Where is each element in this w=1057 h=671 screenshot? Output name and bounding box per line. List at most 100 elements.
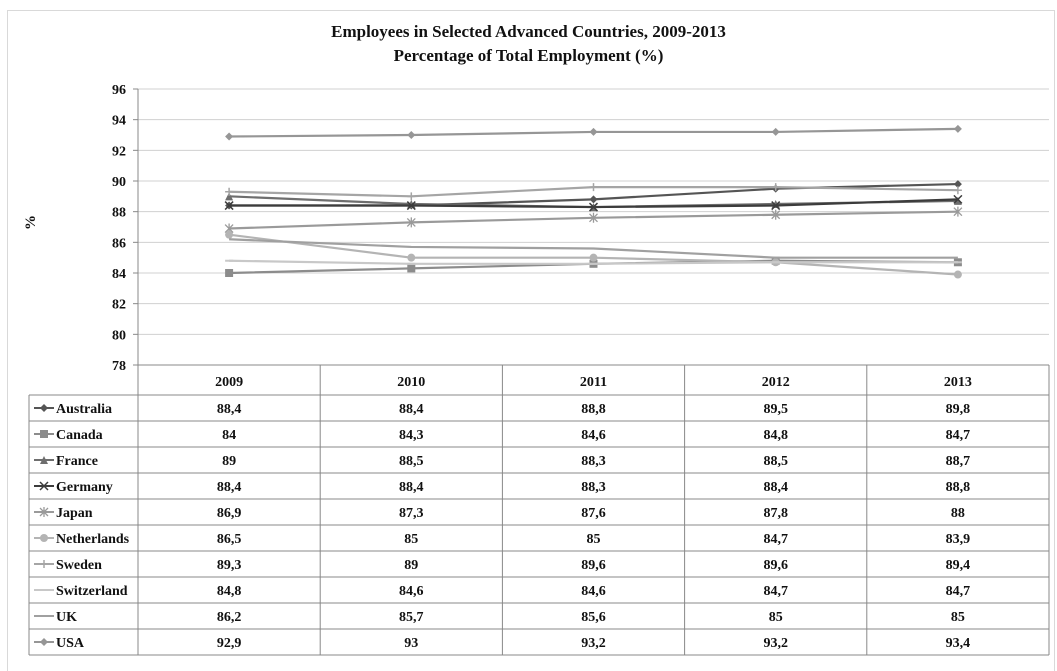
table-cell-value: 86,9 [217, 506, 242, 521]
table-cell-value: 88,4 [217, 480, 242, 495]
table-cell-value: 85 [404, 532, 418, 547]
legend-series-name: Australia [56, 402, 112, 417]
legend-series-name: Germany [56, 480, 113, 495]
table-cell-value: 84,7 [946, 428, 971, 443]
legend-series-name: Netherlands [56, 532, 130, 547]
x-category-label: 2011 [580, 375, 607, 390]
data-point [407, 264, 415, 272]
table-cell-value: 84,7 [763, 532, 788, 547]
table-cell-value: 87,6 [581, 506, 606, 521]
table-cell-value: 84,6 [581, 584, 606, 599]
table-cell-value: 93,2 [763, 636, 788, 651]
x-category-label: 2010 [397, 375, 425, 390]
data-point [225, 188, 233, 196]
data-point [225, 231, 233, 239]
table-cell-value: 84 [222, 428, 236, 443]
legend-series-name: Canada [56, 428, 103, 443]
table-cell-value: 87,8 [763, 506, 788, 521]
legend-key-marker [40, 430, 48, 438]
table-cell-value: 85 [769, 610, 783, 625]
table-cell-value: 86,2 [217, 610, 242, 625]
y-tick-label: 94 [112, 114, 126, 129]
table-cell-value: 88 [951, 506, 965, 521]
data-point [772, 128, 780, 136]
y-tick-label: 88 [112, 206, 126, 221]
legend-series-name: Japan [56, 506, 93, 521]
table-cell-value: 85,6 [581, 610, 606, 625]
data-point [407, 131, 415, 139]
legend-key-marker [40, 638, 48, 646]
table-cell-value: 88,4 [399, 402, 424, 417]
table-cell-value: 89,5 [763, 402, 788, 417]
table-cell-value: 88,8 [946, 480, 971, 495]
table-cell-value: 84,6 [581, 428, 606, 443]
y-tick-label: 78 [112, 359, 126, 374]
y-tick-label: 86 [112, 236, 126, 251]
table-cell-value: 89,6 [763, 558, 788, 573]
table-cell-value: 89 [222, 454, 236, 469]
data-point [225, 269, 233, 277]
legend-key-marker [40, 534, 48, 542]
data-point [954, 271, 962, 279]
y-tick-label: 92 [112, 144, 126, 159]
table-cell-value: 89,4 [946, 558, 971, 573]
table-cell-value: 88,3 [581, 480, 606, 495]
data-point [407, 254, 415, 262]
table-cell-value: 84,6 [399, 584, 424, 599]
table-cell-value: 88,5 [399, 454, 424, 469]
y-tick-label: 96 [112, 83, 126, 98]
table-cell-value: 87,3 [399, 506, 424, 521]
table-cell-value: 93,2 [581, 636, 606, 651]
table-cell-value: 92,9 [217, 636, 242, 651]
table-cell-value: 83,9 [946, 532, 971, 547]
legend-key-marker [40, 560, 48, 568]
table-cell-value: 93,4 [946, 636, 971, 651]
table-cell-value: 85,7 [399, 610, 424, 625]
x-category-label: 2012 [762, 375, 790, 390]
data-point [954, 186, 962, 194]
legend-key-marker [40, 404, 48, 412]
y-tick-label: 90 [112, 175, 126, 190]
data-point [590, 195, 598, 203]
table-cell-value: 89,8 [946, 402, 971, 417]
legend-series-name: Switzerland [56, 584, 128, 599]
x-category-label: 2013 [944, 375, 972, 390]
data-point [407, 192, 415, 200]
table-row: Japan 86,9 87,3 87,6 87,8 88 [34, 506, 965, 521]
data-point [225, 133, 233, 141]
table-cell-value: 89,3 [217, 558, 242, 573]
table-cell-value: 88,8 [581, 402, 606, 417]
table-cell-value: 88,5 [763, 454, 788, 469]
table-cell-value: 84,8 [217, 584, 242, 599]
table-cell-value: 84,8 [763, 428, 788, 443]
legend-series-name: USA [56, 636, 85, 651]
table-row: UK 86,2 85,7 85,6 85 85 [34, 610, 965, 625]
y-tick-label: 80 [112, 328, 126, 343]
table-cell-value: 89,6 [581, 558, 606, 573]
y-tick-label: 84 [112, 267, 126, 282]
table-cell-value: 88,4 [399, 480, 424, 495]
table-cell-value: 84,3 [399, 428, 424, 443]
legend-series-name: Sweden [56, 558, 102, 573]
table-cell-value: 89 [404, 558, 418, 573]
table-cell-value: 86,5 [217, 532, 242, 547]
table-cell-value: 85 [951, 610, 965, 625]
data-point [954, 125, 962, 133]
legend-series-name: UK [56, 610, 77, 625]
table-cell-value: 88,7 [946, 454, 971, 469]
table-cell-value: 85 [587, 532, 601, 547]
table-cell-value: 84,7 [946, 584, 971, 599]
series-usa [225, 125, 962, 141]
x-category-label: 2009 [215, 375, 243, 390]
y-tick-label: 82 [112, 298, 126, 313]
data-point [590, 183, 598, 191]
table-cell-value: 88,4 [763, 480, 788, 495]
table-cell-value: 84,7 [763, 584, 788, 599]
legend-series-name: France [56, 454, 98, 469]
table-cell-value: 88,4 [217, 402, 242, 417]
table-cell-value: 88,3 [581, 454, 606, 469]
table-cell-value: 93 [404, 636, 418, 651]
data-point [590, 128, 598, 136]
data-point [590, 254, 598, 262]
